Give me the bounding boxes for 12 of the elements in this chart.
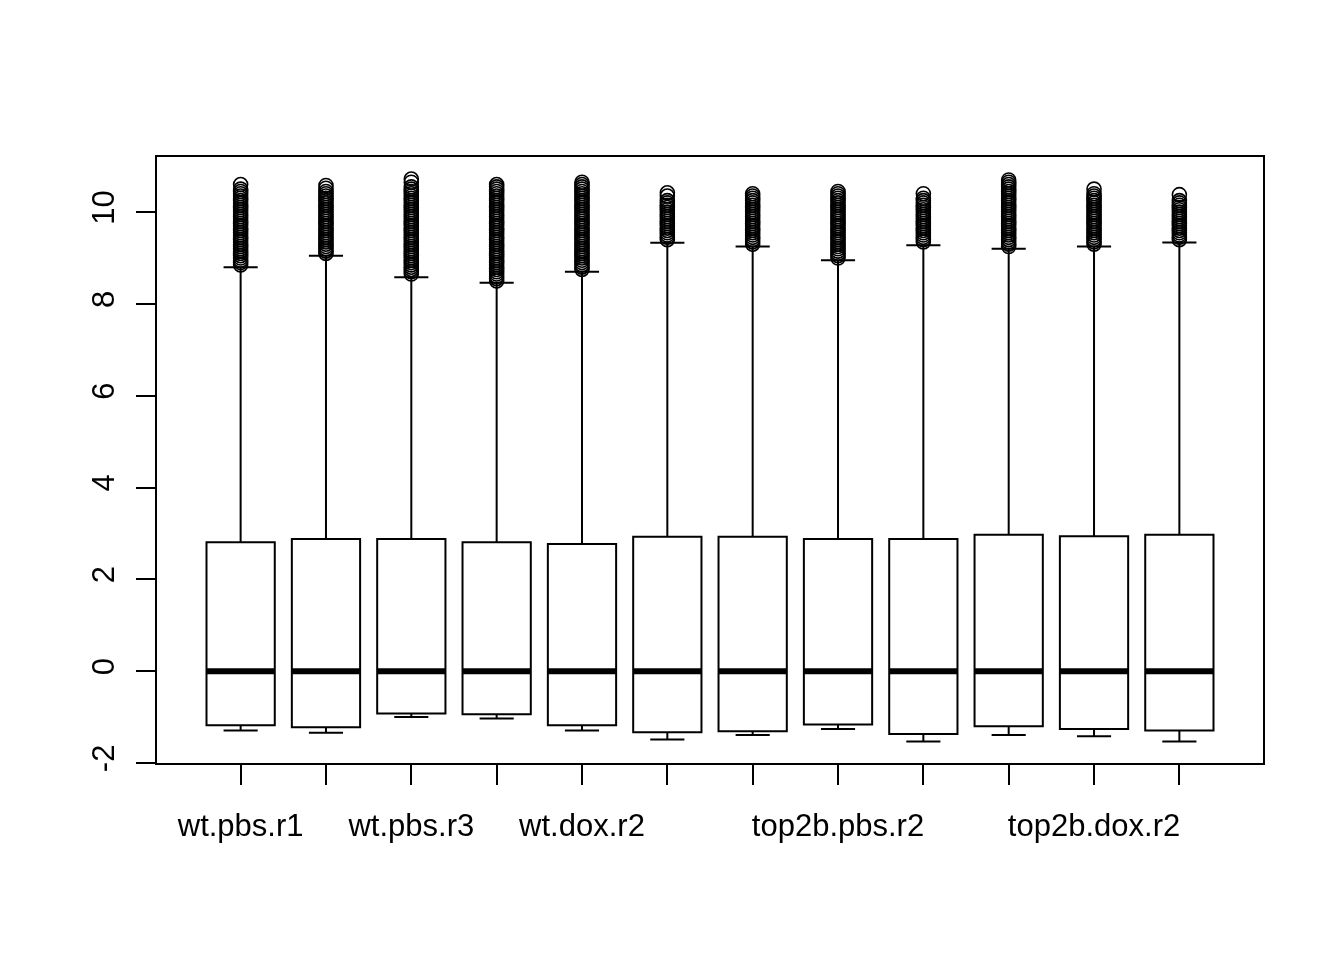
y-tick-label: 4 [85,474,121,492]
y-tick-label: 10 [85,190,121,225]
x-tick-label: wt.pbs.r3 [347,808,475,844]
y-tick-label: -2 [85,744,121,773]
x-tick-label: wt.dox.r2 [518,808,645,844]
y-tick-label: 2 [85,566,121,584]
y-tick-label: 8 [85,290,121,308]
x-tick-label: top2b.pbs.r2 [751,808,925,844]
x-tick-label: wt.pbs.r1 [176,808,304,844]
y-tick-label: 0 [85,657,121,676]
y-tick-label: 6 [85,382,121,400]
x-tick-label: top2b.dox.r2 [1007,808,1181,844]
